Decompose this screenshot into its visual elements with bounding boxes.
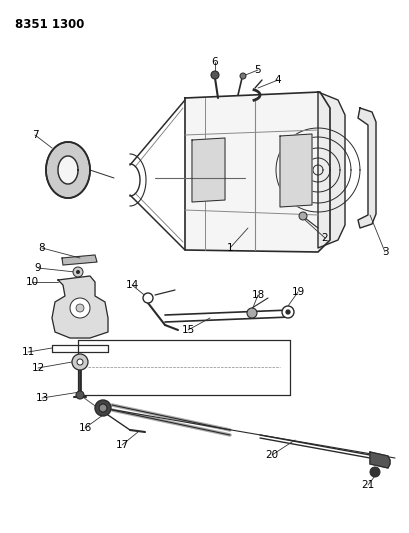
- Text: 9: 9: [35, 263, 41, 273]
- Text: 6: 6: [211, 57, 218, 67]
- Text: 8: 8: [38, 243, 45, 253]
- Polygon shape: [58, 156, 78, 184]
- Circle shape: [285, 310, 289, 314]
- Text: 19: 19: [291, 287, 304, 297]
- Polygon shape: [184, 92, 329, 252]
- Circle shape: [70, 298, 90, 318]
- Text: 20: 20: [265, 450, 278, 460]
- Circle shape: [76, 304, 84, 312]
- Polygon shape: [46, 142, 90, 198]
- Circle shape: [76, 270, 80, 274]
- Text: 2: 2: [321, 233, 328, 243]
- Circle shape: [369, 467, 379, 477]
- Text: 21: 21: [360, 480, 374, 490]
- Circle shape: [281, 306, 293, 318]
- Polygon shape: [357, 108, 375, 228]
- Text: 3: 3: [381, 247, 387, 257]
- Circle shape: [72, 354, 88, 370]
- Text: 4: 4: [274, 75, 281, 85]
- Circle shape: [73, 267, 83, 277]
- Circle shape: [211, 71, 218, 79]
- Circle shape: [77, 359, 83, 365]
- Circle shape: [143, 293, 153, 303]
- Text: 12: 12: [31, 363, 45, 373]
- Polygon shape: [52, 276, 108, 338]
- Circle shape: [76, 391, 84, 399]
- Text: 15: 15: [181, 325, 194, 335]
- Text: 11: 11: [21, 347, 34, 357]
- Circle shape: [99, 404, 107, 412]
- Circle shape: [298, 212, 306, 220]
- Text: 8351 1300: 8351 1300: [15, 18, 84, 31]
- Text: 16: 16: [78, 423, 91, 433]
- Text: 1: 1: [226, 243, 233, 253]
- Text: 14: 14: [125, 280, 138, 290]
- Circle shape: [239, 73, 245, 79]
- Polygon shape: [279, 134, 311, 207]
- Polygon shape: [317, 92, 344, 248]
- Text: 7: 7: [31, 130, 38, 140]
- Text: 5: 5: [254, 65, 261, 75]
- Text: 10: 10: [25, 277, 38, 287]
- Text: 18: 18: [251, 290, 264, 300]
- Circle shape: [246, 308, 256, 318]
- Polygon shape: [62, 255, 97, 265]
- Polygon shape: [369, 452, 389, 468]
- Circle shape: [95, 400, 111, 416]
- Text: 17: 17: [115, 440, 128, 450]
- Text: 13: 13: [35, 393, 49, 403]
- Polygon shape: [191, 138, 225, 202]
